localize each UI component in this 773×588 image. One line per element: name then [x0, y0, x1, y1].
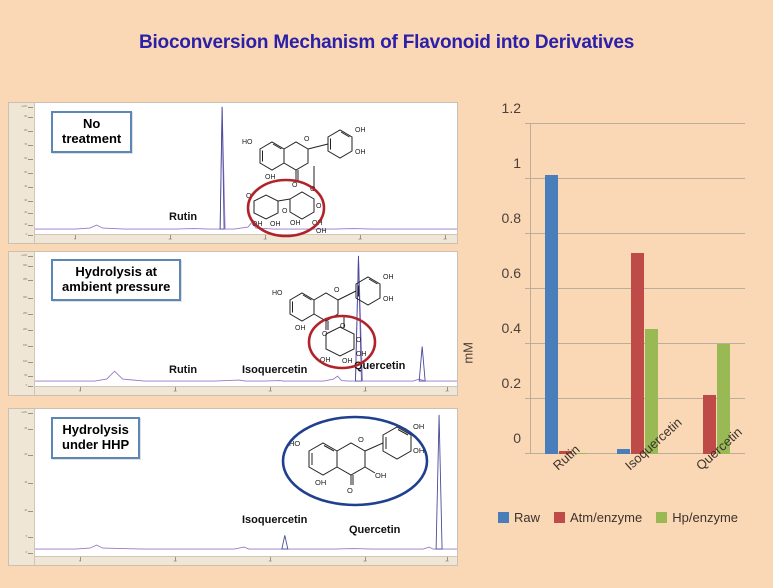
svg-text:O: O	[246, 193, 252, 200]
bar-atm-enzyme-isoquercetin[interactable]	[630, 253, 644, 454]
bar-atm-enzyme-quercetin[interactable]	[702, 395, 716, 454]
bar-hp-enzyme-rutin[interactable]	[573, 452, 587, 454]
svg-text:HO: HO	[289, 439, 300, 448]
bar-chart: mM 0 0.2 0.4 0.6 0.8 1 1.2 Rutin Isoquercetin Qu…	[461, 100, 766, 572]
legend-label: Atm/enzyme	[570, 510, 643, 525]
gridline	[530, 178, 745, 179]
svg-text:O: O	[282, 208, 288, 215]
legend-label: Raw	[513, 510, 540, 525]
y-tick-label: 0.4	[501, 320, 521, 337]
svg-text:OH: OH	[316, 228, 327, 235]
callout-no-treatment: No treatment	[51, 111, 133, 153]
svg-text:O: O	[316, 203, 322, 210]
chromatogram-panel-no-treatment: mAU 90 80 70 60 50 40 30 20 10 0 5 10 15…	[8, 102, 458, 244]
y-tick-label: 0.6	[501, 265, 521, 281]
svg-text:OH: OH	[413, 446, 424, 455]
svg-text:O: O	[334, 287, 340, 294]
bar-raw-rutin[interactable]	[545, 174, 559, 454]
y-tick-mark	[525, 123, 530, 124]
svg-text:OH: OH	[320, 357, 331, 364]
bar-hp-enzyme-isoquercetin[interactable]	[644, 328, 658, 454]
svg-text:OH: OH	[413, 422, 424, 431]
y-tick-label: 0.2	[501, 375, 521, 392]
y-axis-title: mM	[460, 342, 476, 364]
svg-text:O: O	[322, 331, 328, 338]
y-tick-label: 1	[513, 155, 521, 171]
peak-label-quercetin: Quercetin	[349, 524, 401, 536]
x-axis-hhp: 5 10 15 20 25	[35, 556, 457, 565]
y-axis-gutter: mAU 90 80 70 60 50 40 30 20 10 0	[9, 103, 35, 243]
bar-raw-isoquercetin[interactable]	[616, 448, 630, 454]
y-tick-mark	[525, 288, 530, 289]
legend-swatch	[554, 512, 565, 523]
bar-group	[602, 124, 674, 454]
peak-label-rutin: Rutin	[169, 211, 198, 223]
svg-text:OH: OH	[342, 358, 353, 365]
y-tick-mark	[525, 398, 530, 399]
x-axis-ambient: 5 10 15 20 25	[35, 386, 457, 395]
molecule-quercetin: HO O OH OH OH OH O	[271, 413, 431, 523]
chromatogram-panel-ambient: mAU 400 350 300 250 200 150 100 50 0 5 1…	[8, 251, 458, 396]
svg-text:OH: OH	[383, 296, 394, 303]
bar-hp-enzyme-quercetin[interactable]	[716, 344, 730, 454]
molecule-rutin: HO O OH OH OH O O O OH OH O OH OH OH O	[224, 113, 399, 238]
y-tick-label: 0	[513, 430, 521, 446]
y-tick-mark	[525, 233, 530, 234]
chromatogram-trace-hhp	[35, 409, 457, 556]
bar-group	[530, 124, 602, 454]
chromatogram-trace-no-treatment	[35, 103, 457, 234]
svg-text:O: O	[304, 136, 310, 143]
svg-text:O: O	[340, 323, 346, 330]
y-tick-label: 1.2	[501, 100, 521, 116]
molecule-isoquercetin: HO O OH OH OH O O O OH OH OH	[264, 256, 429, 376]
svg-text:OH: OH	[355, 127, 366, 134]
svg-text:HO: HO	[272, 290, 283, 297]
bar-atm-enzyme-rutin[interactable]	[559, 451, 573, 454]
bar-group	[673, 124, 745, 454]
svg-text:OH: OH	[270, 221, 281, 228]
peak-label-rutin: Rutin	[169, 364, 198, 376]
svg-text:OH: OH	[295, 325, 306, 332]
svg-text:OH: OH	[355, 149, 366, 156]
svg-text:O: O	[356, 337, 362, 344]
legend-swatch	[497, 512, 509, 523]
y-axis-line	[530, 124, 531, 454]
svg-text:O: O	[292, 182, 298, 189]
svg-text:OH: OH	[383, 274, 394, 281]
x-axis-no-treatment: 5 10 15 20 25	[35, 234, 457, 243]
y-axis-gutter: mAU 400 350 300 250 200 150 100 50 0	[9, 252, 35, 395]
page-title: Bioconversion Mechanism of Flavonoid int…	[138, 32, 635, 53]
callout-ambient: Hydrolysis at ambient pressure	[51, 259, 182, 301]
y-tick-mark	[525, 453, 530, 454]
svg-text:OH: OH	[265, 174, 276, 181]
gridline	[530, 233, 745, 234]
peak-label-isoquercetin: Isoquercetin	[242, 364, 308, 376]
chart-legend: Raw Atm/enzyme Hp/enzyme	[470, 510, 766, 525]
svg-text:O: O	[358, 435, 364, 444]
legend-item-atm-enzyme[interactable]: Atm/enzyme	[554, 510, 642, 525]
y-tick-mark	[525, 178, 530, 179]
chart-plot-area: 0 0.2 0.4 0.6 0.8 1 1.2 Rutin Isoquercetin Querc…	[502, 100, 746, 473]
callout-hhp: Hydrolysis under HHP	[51, 417, 141, 459]
svg-text:OH: OH	[375, 471, 386, 480]
legend-item-raw[interactable]: Raw	[497, 510, 540, 525]
legend-swatch	[656, 512, 668, 523]
y-axis-gutter: mAU 25 20 15 10 5 0	[9, 409, 35, 565]
svg-text:O: O	[347, 486, 353, 495]
y-tick-label: 0.8	[501, 210, 521, 227]
svg-text:OH: OH	[252, 221, 263, 228]
chromatogram-panel-hhp: mAU 25 20 15 10 5 0 5 10 15 20 25 Hydrol…	[8, 408, 458, 566]
legend-item-hp-enzyme[interactable]: Hp/enzyme	[656, 510, 738, 525]
y-tick-mark	[525, 343, 530, 344]
svg-text:OH: OH	[315, 478, 326, 487]
peak-label-quercetin: Quercetin	[354, 360, 406, 372]
svg-text:OH: OH	[356, 351, 367, 358]
legend-label: Hp/enzyme	[672, 510, 738, 525]
peak-label-isoquercetin: Isoquercetin	[242, 514, 308, 526]
gridline	[530, 123, 745, 124]
svg-text:OH: OH	[290, 220, 301, 227]
svg-text:HO: HO	[242, 139, 253, 146]
